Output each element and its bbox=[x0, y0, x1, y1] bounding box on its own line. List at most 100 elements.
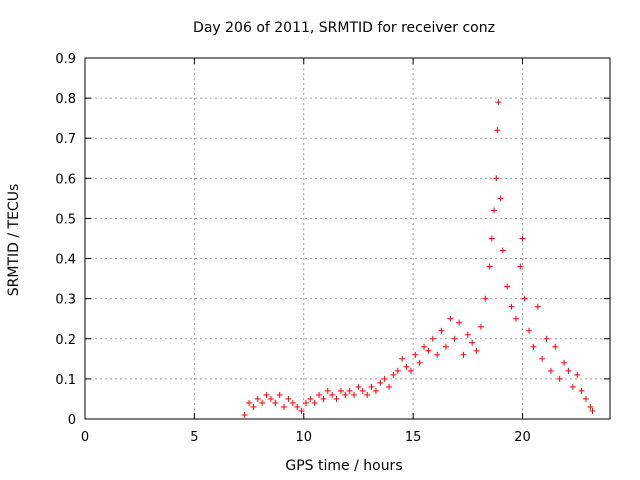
y-tick-label: 0.6 bbox=[55, 172, 76, 187]
data-point bbox=[447, 315, 454, 322]
data-point bbox=[499, 247, 506, 254]
data-point bbox=[377, 379, 384, 386]
grid-lines bbox=[85, 58, 610, 419]
data-point bbox=[477, 323, 484, 330]
data-point bbox=[493, 175, 500, 182]
data-point bbox=[294, 403, 301, 410]
data-point bbox=[425, 347, 432, 354]
data-point bbox=[421, 343, 428, 350]
x-tick-label: 15 bbox=[405, 430, 422, 445]
data-point bbox=[324, 387, 331, 394]
data-points bbox=[241, 99, 596, 418]
data-point bbox=[556, 375, 563, 382]
chart-title: Day 206 of 2011, SRMTID for receiver con… bbox=[193, 20, 495, 36]
data-point bbox=[381, 375, 388, 382]
data-point bbox=[530, 343, 537, 350]
data-point bbox=[307, 395, 314, 402]
y-tick-label: 0.8 bbox=[55, 92, 76, 107]
data-point bbox=[403, 363, 410, 370]
data-point bbox=[587, 403, 594, 410]
data-point bbox=[394, 367, 401, 374]
data-point bbox=[438, 327, 445, 334]
data-point bbox=[504, 283, 511, 290]
data-point bbox=[526, 327, 533, 334]
data-point bbox=[497, 195, 504, 202]
data-point bbox=[473, 347, 480, 354]
x-tick-label: 20 bbox=[514, 430, 531, 445]
plot-frame bbox=[84, 57, 611, 420]
data-point bbox=[259, 399, 266, 406]
data-point bbox=[368, 383, 375, 390]
data-point bbox=[241, 411, 248, 418]
data-point bbox=[488, 235, 495, 242]
y-tick-label: 0.7 bbox=[55, 132, 76, 147]
data-point bbox=[451, 335, 458, 342]
data-point bbox=[547, 367, 554, 374]
data-point bbox=[574, 371, 581, 378]
data-point bbox=[285, 395, 292, 402]
data-point bbox=[320, 395, 327, 402]
data-point bbox=[512, 315, 519, 322]
data-point bbox=[359, 387, 366, 394]
data-point bbox=[333, 395, 340, 402]
data-point bbox=[565, 367, 572, 374]
data-point bbox=[302, 399, 309, 406]
data-point bbox=[272, 399, 279, 406]
data-point bbox=[508, 303, 515, 310]
data-point bbox=[456, 319, 463, 326]
data-point bbox=[342, 391, 349, 398]
data-point bbox=[582, 395, 589, 402]
data-point bbox=[491, 207, 498, 214]
y-tick-label: 0.9 bbox=[55, 52, 76, 67]
x-axis-label: GPS time / hours bbox=[285, 458, 402, 474]
data-point bbox=[517, 263, 524, 270]
data-point bbox=[482, 295, 489, 302]
data-point bbox=[276, 391, 283, 398]
data-point bbox=[569, 383, 576, 390]
data-point bbox=[521, 295, 528, 302]
y-tick-label: 0.5 bbox=[55, 212, 76, 227]
data-point bbox=[578, 387, 585, 394]
data-point bbox=[254, 395, 261, 402]
data-point bbox=[494, 127, 501, 134]
data-point bbox=[289, 399, 296, 406]
data-point bbox=[281, 403, 288, 410]
data-point bbox=[390, 371, 397, 378]
y-tick-label: 0.3 bbox=[55, 293, 76, 308]
x-tick-label: 5 bbox=[190, 430, 198, 445]
data-point bbox=[460, 351, 467, 358]
y-tick-label: 0 bbox=[68, 413, 76, 428]
data-point bbox=[407, 367, 414, 374]
axis-ticks: 0 5 10 15 20 0 0.1 0.2 0.3 0.4 0.5 0.6 0.7 0.8 0.9 bbox=[55, 52, 610, 445]
data-point bbox=[346, 387, 353, 394]
y-axis-label: SRMTID / TECUs bbox=[6, 184, 22, 297]
data-point bbox=[442, 343, 449, 350]
data-point bbox=[589, 407, 596, 414]
y-tick-label: 0.2 bbox=[55, 333, 76, 348]
data-point bbox=[561, 359, 568, 366]
data-point bbox=[337, 387, 344, 394]
data-point bbox=[372, 387, 379, 394]
data-point bbox=[539, 355, 546, 362]
data-point bbox=[364, 391, 371, 398]
data-point bbox=[469, 339, 476, 346]
y-tick-label: 0.1 bbox=[55, 373, 76, 388]
data-point bbox=[263, 391, 270, 398]
data-point bbox=[552, 343, 559, 350]
data-point bbox=[386, 383, 393, 390]
data-point bbox=[329, 391, 336, 398]
x-tick-label: 10 bbox=[295, 430, 312, 445]
y-tick-label: 0.4 bbox=[55, 253, 76, 268]
data-point bbox=[267, 395, 274, 402]
x-tick-label: 0 bbox=[81, 430, 89, 445]
data-point bbox=[246, 399, 253, 406]
data-point bbox=[399, 355, 406, 362]
data-point bbox=[416, 359, 423, 366]
data-point bbox=[250, 403, 257, 410]
data-point bbox=[434, 351, 441, 358]
data-point bbox=[316, 391, 323, 398]
data-point bbox=[543, 335, 550, 342]
data-point bbox=[486, 263, 493, 270]
data-point bbox=[351, 391, 358, 398]
